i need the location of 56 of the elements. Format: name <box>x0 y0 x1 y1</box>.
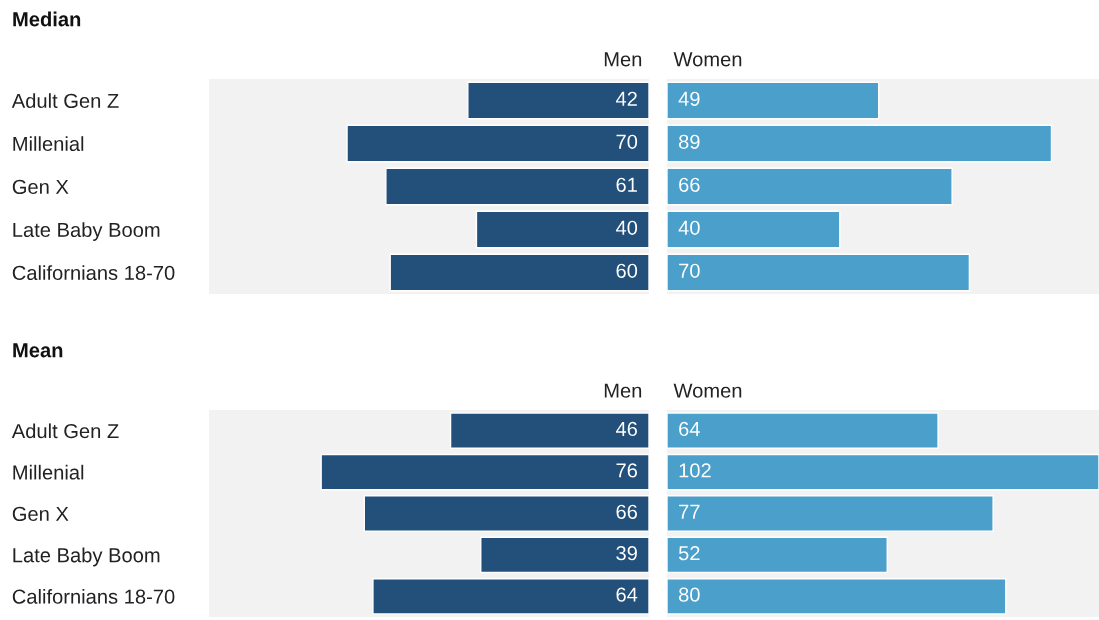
data-label: 76 <box>616 463 638 478</box>
bar <box>667 210 841 249</box>
data-label: 66 <box>679 177 700 192</box>
bar <box>449 412 649 449</box>
bar <box>667 536 888 574</box>
bar <box>389 253 649 292</box>
data-label: 80 <box>678 587 700 602</box>
bar <box>363 495 649 532</box>
bar <box>480 536 649 574</box>
data-label: 42 <box>615 91 637 106</box>
chart-subtitle: Women <box>673 52 742 67</box>
bar <box>667 412 939 449</box>
chart-subtitle: Women <box>673 383 742 398</box>
y-tick-label: Late Baby Boom <box>13 222 160 241</box>
text: Median <box>13 11 81 27</box>
data-label: 39 <box>616 546 637 561</box>
bar <box>667 253 971 292</box>
data-label: 66 <box>616 504 638 519</box>
data-label: 77 <box>679 504 700 519</box>
bar <box>667 81 880 120</box>
data-label: 61 <box>616 177 637 192</box>
text: Mean <box>13 343 63 358</box>
y-tick-label: Adult Gen Z <box>11 93 119 108</box>
bar <box>667 578 1007 615</box>
data-label: 49 <box>678 91 700 106</box>
y-tick-label: Gen X <box>12 179 69 194</box>
chart-subtitle: Men <box>604 383 642 398</box>
y-tick-label: Millenial <box>13 136 84 151</box>
bar <box>346 124 649 163</box>
data-label: 60 <box>616 263 638 278</box>
y-tick-label: Californians 18-70 <box>12 265 175 280</box>
bar <box>467 81 649 120</box>
y-tick-label: Millenial <box>13 464 84 480</box>
y-tick-label: Gen X <box>12 506 69 521</box>
data-label: 64 <box>679 421 700 437</box>
y-tick-label: Adult Gen Z <box>11 423 119 439</box>
bar <box>667 124 1053 163</box>
bar <box>372 578 649 615</box>
data-label: 102 <box>679 463 711 478</box>
data-label: 64 <box>616 587 638 602</box>
bar <box>320 453 649 491</box>
data-label: 70 <box>679 263 700 278</box>
y-tick-label: Californians 18-70 <box>12 589 175 604</box>
chart-subtitle: Men <box>604 52 642 67</box>
bar <box>667 453 1099 491</box>
bar <box>667 167 953 206</box>
data-label: 40 <box>678 220 700 235</box>
data-label: 89 <box>678 134 700 149</box>
data-label: 70 <box>616 134 638 149</box>
data-label: 52 <box>678 546 700 561</box>
data-label: 40 <box>615 220 638 235</box>
data-label: 46 <box>615 421 638 437</box>
bar <box>667 495 994 532</box>
bar <box>475 210 649 249</box>
bar <box>385 167 649 206</box>
y-tick-label: Late Baby Boom <box>13 547 160 567</box>
